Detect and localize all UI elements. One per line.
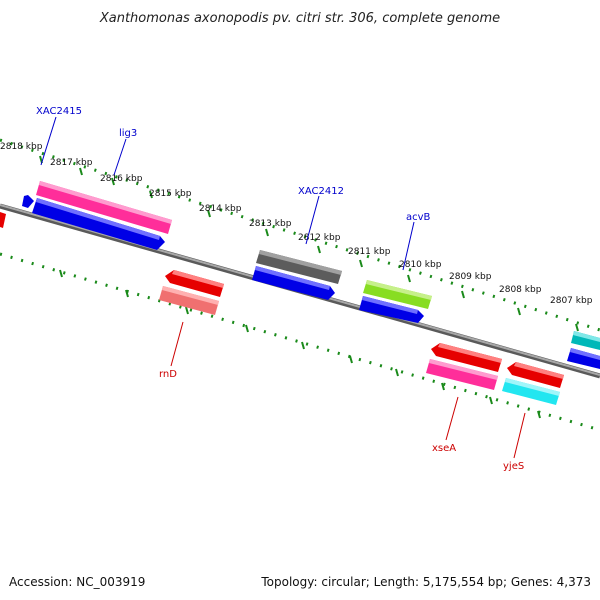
tick-mark <box>349 355 353 364</box>
tick-label: 2814 kbp <box>199 204 242 214</box>
gene-rnd <box>159 286 219 315</box>
leader-xac2412 <box>305 195 320 245</box>
gene-label-xsea: xseA <box>432 443 456 454</box>
tick-label: 2807 kbp <box>550 296 593 306</box>
outer-tick-row <box>0 138 600 332</box>
tick-mark <box>245 324 249 333</box>
leader-xsea <box>445 396 459 441</box>
leader-rnd <box>170 321 184 367</box>
tick-mark <box>185 306 189 315</box>
tick-mark <box>359 259 363 268</box>
tick-mark <box>537 410 541 419</box>
tick-label: 2815 kbp <box>149 189 192 199</box>
tick-mark <box>301 341 305 350</box>
gene-reverse-arrow <box>507 362 564 388</box>
gene-xac2415 <box>36 181 172 234</box>
gene-label-rnd: rnD <box>159 369 177 380</box>
genome-summary: Topology: circular; Length: 5,175,554 bp… <box>260 575 591 589</box>
gene-label-acvb: acvB <box>406 212 431 223</box>
inner-tick-row <box>0 252 600 432</box>
tick-label: 2809 kbp <box>449 272 492 282</box>
tick-label: 2810 kbp <box>399 260 442 270</box>
gene-reverse-arrow <box>431 343 502 372</box>
tick-mark <box>461 290 465 299</box>
gene-reverse-arrow <box>0 212 6 228</box>
gene-label-xac2415: XAC2415 <box>36 106 82 117</box>
tick-mark <box>441 382 445 391</box>
leader-yjes <box>513 412 526 459</box>
tick-mark <box>265 228 269 237</box>
gene-label-lig3: lig3 <box>119 128 137 139</box>
map-title: Xanthomonas axonopodis pv. citri str. 30… <box>99 11 500 26</box>
tick-mark <box>575 323 579 332</box>
tick-mark <box>111 177 115 186</box>
gene-forward-arrow <box>22 195 34 208</box>
label-leaders <box>40 116 526 459</box>
tick-mark <box>59 269 63 278</box>
tick-label: 2817 kbp <box>50 158 93 168</box>
tick-mark <box>317 245 321 254</box>
leader-lig3 <box>113 138 127 176</box>
tick-label: 2808 kbp <box>499 285 542 295</box>
tick-mark <box>125 289 129 298</box>
leader-acvb <box>402 221 415 271</box>
tick-labels: 2818 kbp 2817 kbp 2816 kbp 2815 kbp 2814… <box>0 142 593 306</box>
gene-label-yjes: yjeS <box>503 461 524 472</box>
forward-strand-genes <box>22 181 600 369</box>
gene-labels: XAC2415 lig3 XAC2412 acvB rnD xseA yjeS <box>36 106 524 472</box>
gene-reverse-arrow <box>165 270 224 297</box>
tick-mark <box>395 368 399 377</box>
tick-label: 2811 kbp <box>348 247 391 257</box>
gene-label-xac2412: XAC2412 <box>298 186 344 197</box>
accession-label: Accession: NC_003919 <box>9 575 145 589</box>
tick-label: 2816 kbp <box>100 174 143 184</box>
tick-label: 2813 kbp <box>249 219 292 229</box>
tick-mark <box>207 209 211 218</box>
tick-mark <box>407 274 411 283</box>
tick-label: 2812 kbp <box>298 233 341 243</box>
tick-mark <box>149 190 153 199</box>
reverse-strand-genes <box>0 212 564 405</box>
leader-xac2415 <box>40 116 57 166</box>
tick-mark <box>489 396 493 405</box>
tick-mark <box>517 307 521 316</box>
tick-label: 2818 kbp <box>0 142 43 152</box>
tick-mark <box>79 167 83 176</box>
